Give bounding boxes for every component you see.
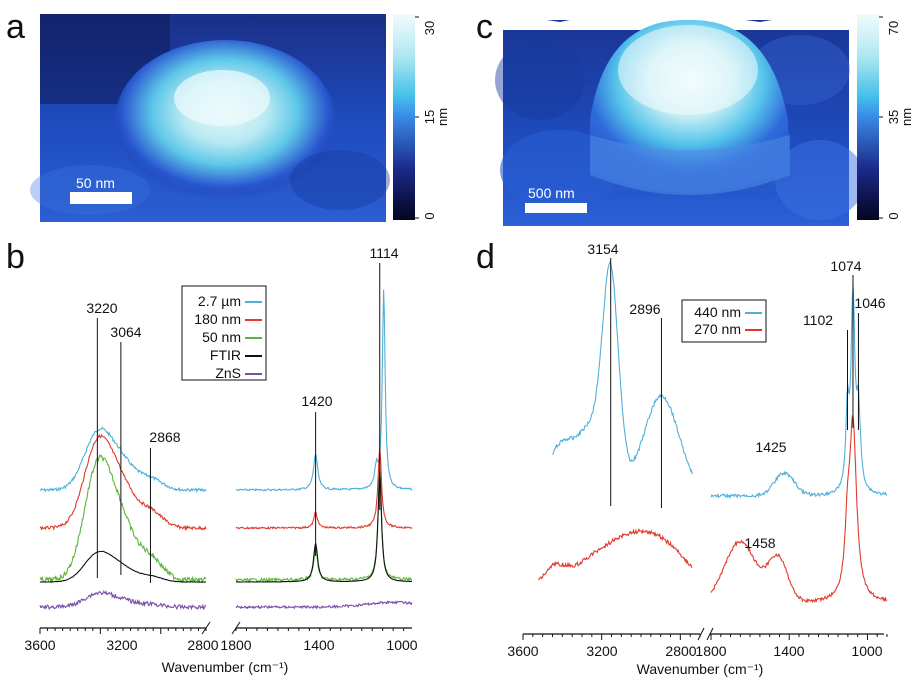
series-d-440-nm-high xyxy=(552,260,693,475)
panel-label-a: a xyxy=(6,8,25,46)
tick-d-3200: 3200 xyxy=(586,643,617,659)
tick-d-1800: 1800 xyxy=(695,643,726,659)
x-label-b: Wavenumber (cm⁻¹) xyxy=(162,659,289,675)
series-d-270-nm-low xyxy=(710,415,888,604)
series-b-2-7-m-low xyxy=(235,289,413,492)
legend-b-label: 50 nm xyxy=(202,329,241,345)
colorbar-a-tick-min: 0 xyxy=(422,212,437,219)
afm-image-a: 50 nm xyxy=(30,14,390,222)
colorbar-c-tick-max: 70 xyxy=(886,21,901,35)
x-label-d: Wavenumber (cm⁻¹) xyxy=(637,661,764,677)
peak-label-d-1102: 1102 xyxy=(803,312,833,328)
peak-label-d-1046: 1046 xyxy=(854,295,885,311)
colorbar-a-unit: nm xyxy=(435,108,450,126)
colorbar-c-unit: nm xyxy=(899,108,914,126)
scalebar-label-a: 50 nm xyxy=(76,175,115,191)
colorbar-a-tick-max: 30 xyxy=(422,21,437,35)
colorbar-a: 30 15 0 nm xyxy=(393,14,450,220)
series-b-ftir-low xyxy=(236,471,412,583)
peak-label-d-3154: 3154 xyxy=(587,241,618,257)
scalebar-label-c: 500 nm xyxy=(528,185,575,201)
peak-label-b-3064: 3064 xyxy=(110,324,141,340)
series-b-zns-low xyxy=(235,600,413,610)
series-b-180-nm-high xyxy=(40,433,207,532)
series-b-50-nm-high xyxy=(39,453,207,584)
peak-label-d-1425: 1425 xyxy=(755,439,786,455)
legend-b-label: FTIR xyxy=(210,347,241,363)
series-d-270-nm-high xyxy=(538,528,693,581)
legend-b-label: ZnS xyxy=(215,365,241,381)
scalebar-a xyxy=(70,192,132,204)
afm-image-c: 500 nm xyxy=(495,14,865,226)
tick-b-1800: 1800 xyxy=(220,637,251,653)
series-d-440-nm-low xyxy=(710,286,888,500)
peak-label-b-1420: 1420 xyxy=(301,393,332,409)
tick-b-1400: 1400 xyxy=(303,637,334,653)
series-b-zns-high xyxy=(39,590,207,611)
axis-break-d xyxy=(697,627,714,641)
panel-label-c: c xyxy=(476,8,493,46)
panel-label-b: b xyxy=(6,238,25,276)
panel-label-d: d xyxy=(476,238,495,276)
legend-d xyxy=(681,299,767,343)
tick-d-1000: 1000 xyxy=(851,643,882,659)
tick-b-3600: 3600 xyxy=(24,637,55,653)
tick-b-1000: 1000 xyxy=(386,637,417,653)
series-b-2-7-m-high xyxy=(39,426,207,493)
colorbar-c-tick-min: 0 xyxy=(886,212,901,219)
tick-d-2800: 2800 xyxy=(665,643,696,659)
peak-label-b-1114: 1114 xyxy=(369,245,398,261)
scalebar-c xyxy=(525,203,587,213)
peak-label-b-3220: 3220 xyxy=(86,300,117,316)
legend-d-label: 440 nm xyxy=(694,304,741,320)
colorbar-c-tick-mid: 35 xyxy=(886,110,901,124)
colorbar-a-tick-mid: 15 xyxy=(422,110,437,124)
tick-b-2800: 2800 xyxy=(187,637,218,653)
peak-label-d-1458: 1458 xyxy=(744,535,775,551)
series-b-ftir-high xyxy=(39,550,207,583)
tick-d-3600: 3600 xyxy=(507,643,538,659)
peak-label-d-1074: 1074 xyxy=(830,258,861,274)
tick-d-1400: 1400 xyxy=(773,643,804,659)
legend-b-label: 180 nm xyxy=(194,311,241,327)
colorbar-c: 70 35 0 nm xyxy=(857,14,914,220)
legend-d-label: 270 nm xyxy=(694,321,741,337)
legend-b-label: 2.7 µm xyxy=(198,293,241,309)
peak-label-d-2896: 2896 xyxy=(629,301,660,317)
axis-break-b xyxy=(201,621,241,635)
tick-b-3200: 3200 xyxy=(106,637,137,653)
peak-label-b-2868: 2868 xyxy=(149,429,180,445)
series-b-180-nm-low xyxy=(235,447,413,530)
